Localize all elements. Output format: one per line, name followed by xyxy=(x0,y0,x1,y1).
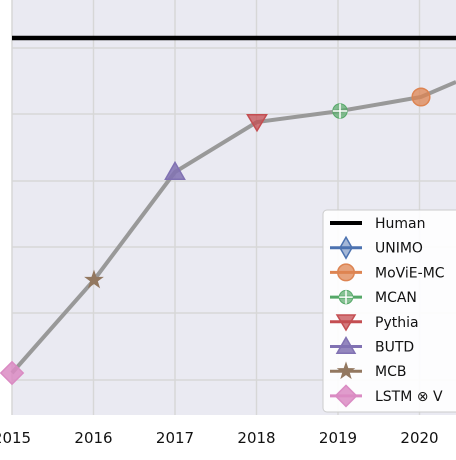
legend-swatch-marker xyxy=(339,235,353,260)
legend-label: BUTD xyxy=(375,340,414,356)
data-point-6 xyxy=(84,269,104,289)
legend-box xyxy=(322,209,456,413)
legend-item: Pythia xyxy=(330,314,419,332)
data-point-7 xyxy=(0,360,25,386)
legend-swatch-marker xyxy=(337,263,355,282)
legend-label: Pythia xyxy=(375,315,419,331)
data-point-3-cross xyxy=(332,103,348,119)
legend-swatch-marker xyxy=(334,384,358,408)
data-point-2 xyxy=(411,87,431,107)
legend-swatch-marker xyxy=(338,289,354,305)
x-tick-label: 2019 xyxy=(319,429,357,447)
legend-label: UNIMO xyxy=(375,241,423,257)
legend-swatch-marker xyxy=(335,314,357,332)
data-point-3 xyxy=(332,103,348,119)
data-point-5 xyxy=(164,160,186,180)
legend-item: BUTD xyxy=(330,335,414,356)
legend-label: MCB xyxy=(375,364,406,380)
legend-item: MoViE-MC xyxy=(330,263,445,282)
legend-item: UNIMO xyxy=(330,235,423,260)
x-tick-label: 2016 xyxy=(74,429,112,447)
plot-area xyxy=(0,0,456,415)
x-tick-label: 2015 xyxy=(0,429,31,447)
legend-label: LSTM ⊗ V xyxy=(375,389,443,405)
legend-item: LSTM ⊗ V xyxy=(330,384,443,408)
legend: Human UNIMO MoViE-MC MCAN Pythia BUTD MCB LSTM … xyxy=(322,209,456,413)
legend-item: MCB xyxy=(330,361,406,380)
legend-item: MCAN xyxy=(330,289,417,306)
legend-label: MoViE-MC xyxy=(375,265,445,281)
data-point-4 xyxy=(246,114,268,133)
legend-label: MCAN xyxy=(375,290,417,306)
legend-swatch-marker xyxy=(335,335,357,354)
x-tick-label: 2018 xyxy=(237,429,275,447)
legend-item: Human xyxy=(330,216,426,232)
legend-swatch-marker-cross xyxy=(339,290,353,304)
x-tick-label: 2017 xyxy=(156,429,194,447)
legend-swatch-marker xyxy=(336,361,356,380)
legend-label: Human xyxy=(375,216,426,232)
x-axis: 2015 2016 2017 2018 2019 2020 xyxy=(0,429,439,447)
x-tick-label: 2020 xyxy=(400,429,438,447)
